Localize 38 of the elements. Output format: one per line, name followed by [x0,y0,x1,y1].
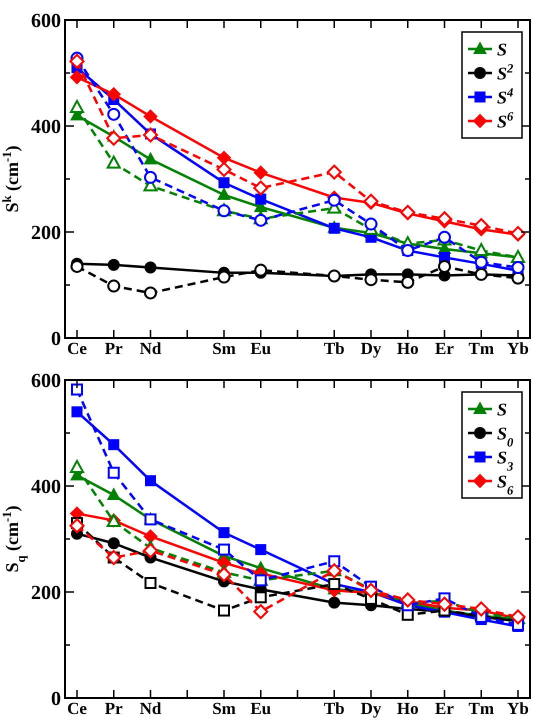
legend-label: S [497,39,508,60]
legend-label: S$_{6}$ [497,471,514,498]
x-tick-label: Tm [468,699,494,718]
legend-label: S$^{6}$ [497,109,514,132]
x-tick-label: Dy [360,699,382,718]
x-tick-label: Sm [212,699,236,718]
x-tick-label: Dy [360,339,382,358]
y-tick-label: 0 [51,328,61,350]
x-tick-label: Tm [468,339,494,358]
y-tick-label: 200 [31,582,61,604]
legend-label: S [497,399,508,420]
x-tick-label: Nd [140,339,162,358]
x-tick-label: Yb [507,699,529,718]
x-tick-label: Nd [140,699,162,718]
legend-label: S$_{0}$ [497,423,514,450]
x-tick-label: Pr [104,339,124,358]
x-tick-label: Ho [396,339,419,358]
legend-label: S$^{4}$ [497,85,514,108]
x-tick-label: Eu [250,699,272,718]
x-tick-label: Eu [250,339,272,358]
x-tick-label: Er [435,339,454,358]
y-tick-label: 0 [51,688,61,710]
x-tick-label: Ce [67,699,88,718]
y-tick-label: 600 [31,370,61,392]
y-tick-label: 400 [31,476,61,498]
x-tick-label: Ce [67,339,88,358]
x-tick-label: Tb [324,339,345,358]
x-tick-label: Sm [212,339,236,358]
legend-label: S$^{2}$ [497,61,514,84]
x-tick-label: Yb [507,339,529,358]
x-tick-label: Tb [324,699,345,718]
legend-label: S$_{3}$ [497,447,514,474]
y-tick-label: 200 [31,222,61,244]
y-tick-label: 400 [31,116,61,138]
y-tick-label: 600 [31,10,61,32]
x-tick-label: Er [435,699,454,718]
x-tick-label: Pr [104,699,124,718]
x-tick-label: Ho [396,699,419,718]
